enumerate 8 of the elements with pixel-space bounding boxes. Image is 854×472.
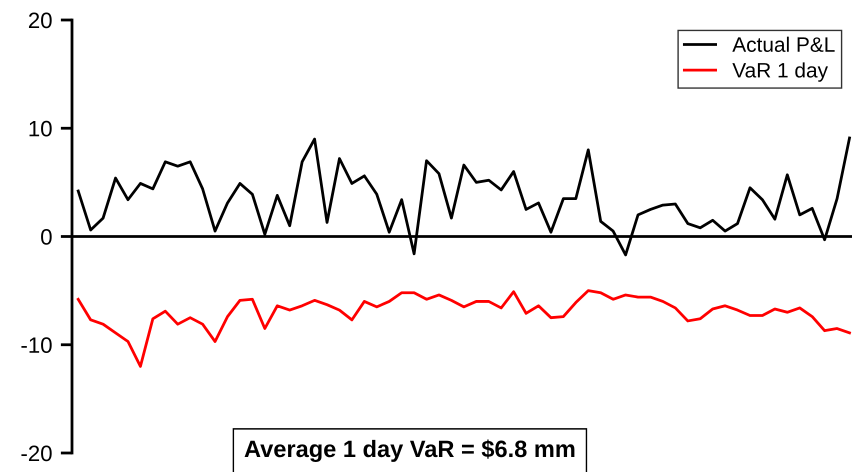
legend-label: VaR 1 day [732, 62, 828, 82]
y-tick-label: -20 [21, 446, 52, 462]
annotation: Average 1 day VaR = $6.8 mm [244, 439, 574, 462]
legend-label: Actual P&L [732, 36, 835, 52]
y-tick-label: 10 [30, 120, 52, 137]
y-tick-label: 0 [41, 229, 52, 245]
y-tick-label: -10 [21, 337, 52, 354]
y-tick-label: 20 [28, 12, 52, 28]
